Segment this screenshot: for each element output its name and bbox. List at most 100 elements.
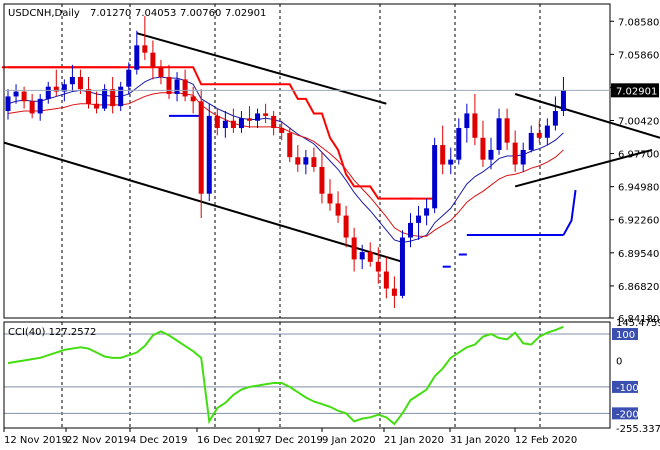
trendline-2 <box>514 93 660 139</box>
candle-body-27 <box>222 120 228 129</box>
candle-body-14 <box>118 86 124 107</box>
candle-body-20 <box>166 76 172 94</box>
date-tick-label-4: 27 Dec 2019 <box>259 435 323 446</box>
candle-body-38 <box>311 157 317 167</box>
moving-average-0 <box>7 76 564 243</box>
candle-body-61 <box>496 118 502 150</box>
candle-body-57 <box>464 113 470 129</box>
price-tick-label-8: 6.86820 <box>618 282 659 293</box>
price-tick-label-0: 7.08580 <box>618 17 659 28</box>
candle-body-30 <box>247 118 252 121</box>
candle-body-65 <box>528 132 534 150</box>
candle-body-26 <box>214 115 220 129</box>
date-tick-label-7: 31 Jan 2020 <box>450 435 510 446</box>
candle-body-4 <box>37 98 43 114</box>
candle-body-43 <box>351 237 357 260</box>
candle-body-7 <box>61 84 67 92</box>
candle-body-23 <box>190 96 196 102</box>
ohlc-high: 7.04053 <box>135 8 176 19</box>
candle-body-66 <box>536 132 542 138</box>
candle-body-35 <box>287 132 293 158</box>
chart-title: USDCNH,Daily <box>8 8 80 19</box>
candle-body-60 <box>488 149 494 160</box>
date-tick-label-2: 4 Dec 2019 <box>130 435 188 446</box>
candle-body-68 <box>552 111 558 126</box>
price-tick-label-7: 6.89540 <box>618 249 659 260</box>
date-tick-label-0: 12 Nov 2019 <box>4 435 68 446</box>
candle-body-39 <box>319 166 325 194</box>
trendline-1 <box>136 32 387 105</box>
cci-level-badge-1 <box>612 328 638 341</box>
candle-body-18 <box>150 52 156 68</box>
candle-body-1 <box>13 91 19 97</box>
cci-pane-frame <box>3 321 611 429</box>
candle-body-55 <box>448 159 454 165</box>
candle-body-49 <box>399 237 405 296</box>
last-price-label: 7.02901 <box>616 86 657 97</box>
date-tick-label-5: 9 Jan 2020 <box>322 435 376 446</box>
candle-body-36 <box>295 157 301 165</box>
candle-body-33 <box>271 115 277 129</box>
cci-level-badge-3 <box>612 380 638 393</box>
candle-body-3 <box>29 101 35 114</box>
candle-body-12 <box>102 89 108 109</box>
price-pane-frame <box>3 3 611 319</box>
price-tick-label-5: 6.94980 <box>618 183 659 194</box>
date-tick-label-1: 22 Nov 2019 <box>66 435 130 446</box>
candle-body-11 <box>94 103 100 109</box>
candle-body-19 <box>158 67 164 77</box>
price-tick-label-3: 7.00420 <box>618 117 659 128</box>
candle-body-5 <box>45 86 51 99</box>
candle-body-2 <box>21 91 27 102</box>
candle-body-29 <box>238 118 244 129</box>
date-tick-label-8: 12 Feb 2020 <box>515 435 577 446</box>
last-price-box <box>611 83 659 98</box>
candle-body-50 <box>408 222 413 238</box>
candle-body-8 <box>69 76 75 85</box>
candle-body-53 <box>432 145 438 209</box>
candle-body-48 <box>391 288 397 296</box>
candle-body-45 <box>367 252 373 262</box>
ohlc-close: 7.02901 <box>225 8 266 19</box>
candle-body-52 <box>424 208 430 216</box>
candle-body-46 <box>375 261 381 272</box>
candle-body-24 <box>198 101 204 194</box>
candle-body-40 <box>327 193 333 204</box>
candle-body-62 <box>504 118 510 143</box>
price-tick-label-6: 6.92260 <box>618 216 659 227</box>
date-tick-label-3: 16 Dec 2019 <box>197 435 261 446</box>
cci-tick-label-4: -200 <box>616 409 639 420</box>
cci-tick-label-1: 100 <box>616 330 635 341</box>
candle-body-47 <box>383 271 389 289</box>
candle-body-69 <box>560 90 566 112</box>
price-tick-label-1: 7.05860 <box>618 50 659 61</box>
candle-body-37 <box>303 157 309 165</box>
candle-body-54 <box>440 145 446 165</box>
candle-body-31 <box>255 113 261 121</box>
candle-body-28 <box>230 120 236 129</box>
cci-line <box>7 325 564 426</box>
candle-body-16 <box>134 45 140 70</box>
candle-body-56 <box>456 128 462 160</box>
candle-body-9 <box>77 76 83 90</box>
candle-body-6 <box>53 86 59 92</box>
candle-body-21 <box>174 79 180 94</box>
candle-body-44 <box>359 252 365 260</box>
cci-level-badge-4 <box>612 407 638 420</box>
candle-body-42 <box>343 215 349 238</box>
candle-body-15 <box>126 69 132 87</box>
candle-body-51 <box>416 215 422 223</box>
candle-body-25 <box>206 115 212 194</box>
ohlc-low: 7.00760 <box>180 8 221 19</box>
price-tick-label-9: 6.84180 <box>618 314 659 325</box>
cci-title: CCI(40) 127.2572 <box>8 327 96 338</box>
candle-body-22 <box>182 79 188 97</box>
candle-body-34 <box>279 128 285 133</box>
trendline-0 <box>3 141 403 263</box>
cci-tick-label-3: -100 <box>616 383 639 394</box>
candle-body-64 <box>520 149 526 165</box>
candle-body-58 <box>472 113 478 138</box>
cci-tick-label-0: 145.4759 <box>616 318 660 329</box>
